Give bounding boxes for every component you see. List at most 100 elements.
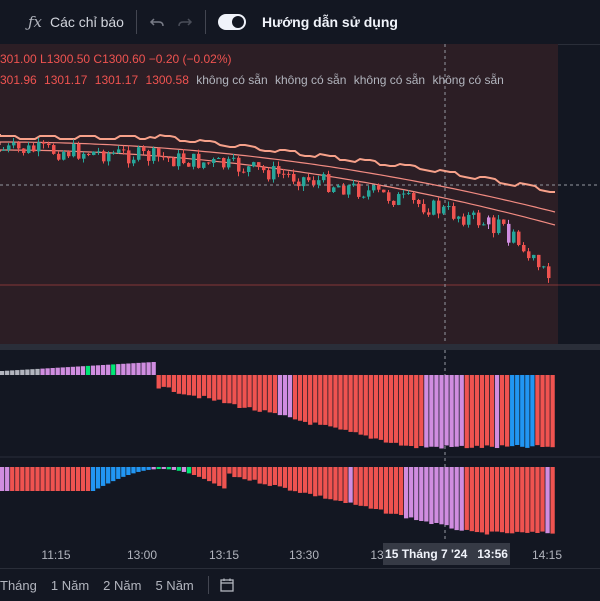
candle-body [432,200,436,215]
oscillator-2-bar [444,467,449,526]
candle-body [12,142,16,146]
oscillator-1-bar [171,375,176,392]
range-5y[interactable]: 5 Năm [155,577,194,593]
range-2y[interactable]: 2 Năm [103,577,142,593]
oscillator-2-bar [414,467,419,521]
candle-body [127,150,131,164]
guide-toggle-item[interactable]: Hướng dẫn sử dụng [212,6,404,38]
oscillator-1-bar [151,362,156,375]
candle-body [107,153,111,162]
range-month[interactable]: Tháng [0,577,37,593]
candle-body [517,231,521,245]
oscillator-2-bar [247,467,252,481]
indicators-button[interactable]: ƒx Các chỉ báo [22,6,130,38]
oscillator-2-bar [267,467,272,486]
candle-body [442,206,446,214]
oscillator-1-bar [65,367,70,375]
oscillator-1-bar [333,375,338,428]
candle-body [302,177,306,187]
oscillator-1-bar [505,375,510,447]
oscillator-2-bar [101,467,106,486]
candle-body [327,174,331,193]
oscillator-1-bar [414,375,419,449]
oscillator-1-bar [474,375,479,446]
main-pane-tint [0,44,558,344]
oscillator-2-bar [20,467,25,491]
guide-toggle[interactable] [217,14,246,30]
legend-na-3: không có sẵn [353,73,426,87]
oscillator-2-bar [525,467,530,533]
oscillator-2-bar [232,467,237,478]
oscillator-2-bar [80,467,86,491]
oscillator-1-bar [515,375,520,446]
oscillator-2-bar [5,467,10,491]
candle-body [137,147,141,160]
oscillator-2-bar [30,467,35,491]
oscillator-2 [0,467,555,535]
oscillator-1-bar [176,375,182,394]
oscillator-2-bar [540,467,545,532]
oscillator-2-bar [363,467,368,507]
crosshair-time-label: 15 Tháng 7 '24 13:56 [383,543,510,565]
candle-body [87,153,91,156]
oscillator-2-bar [85,467,91,491]
oscillator-2-bar [419,467,424,522]
indicator-legend: 301.96 1301.17 1301.17 1300.58 không có … [0,73,504,87]
oscillator-1-bar [267,375,272,413]
oscillator-1-bar [136,362,141,375]
undo-button[interactable] [143,6,171,38]
oscillator-2-bar [292,467,298,492]
oscillator-1-bar [212,375,217,401]
oscillator-2-bar [494,467,500,532]
candle-body [122,149,126,151]
candle-body [92,151,96,156]
price-chart[interactable] [0,44,600,542]
candle-body [17,142,21,149]
oscillator-2-bar [404,467,409,519]
candle-body [487,217,491,225]
candle-body [57,153,61,160]
oscillator-2-bar [60,467,65,491]
candle-body [542,266,546,268]
oscillator-2-bar [50,467,55,491]
candle-body [67,151,71,157]
oscillator-1-bar [222,375,227,404]
candle-body [502,219,506,224]
oscillator-2-bar [111,467,116,482]
middle-band [0,141,556,213]
oscillator-1-bar [383,375,389,443]
oscillator-1-bar [530,375,535,447]
oscillator-1-bar [262,375,267,411]
candle-body [277,166,281,174]
calendar-icon[interactable] [219,577,235,593]
oscillator-2-bar [55,467,60,491]
candle-body [362,196,366,198]
oscillator-2-bar [318,467,323,496]
candles-group [2,137,551,283]
oscillator-2-bar [181,467,187,472]
oscillator-2-bar [303,467,308,493]
candle-body [82,153,86,159]
oscillator-1-bar [232,375,237,405]
candle-body [252,162,256,167]
candle-body [132,159,136,164]
candle-body [537,254,541,268]
oscillator-1-bar [404,375,409,446]
redo-icon [178,18,193,27]
oscillator-2-bar [323,467,328,499]
oscillator-1-bar [388,375,394,443]
oscillator-1-bar [186,375,192,396]
oscillator-1-bar [146,362,151,375]
range-1y[interactable]: 1 Năm [50,577,90,593]
chart-area[interactable]: 301.00 L1300.50 C1300.60 −0.20 (−0.02%) … [0,44,600,542]
ohlc-values: 301.00 L1300.50 C1300.60 −0.20 (−0.02%) [0,52,232,66]
oscillator-2-bar [282,467,288,488]
oscillator-1-bar [449,375,454,447]
candle-body [452,206,456,219]
redo-button[interactable] [171,6,199,38]
time-axis[interactable]: 11:15 13:00 13:15 13:30 13 14:15 [0,542,600,566]
candle-body [522,244,526,252]
oscillator-1-bar [398,375,404,446]
oscillator-1-bar [494,375,500,449]
oscillator-2-bar [242,467,247,480]
